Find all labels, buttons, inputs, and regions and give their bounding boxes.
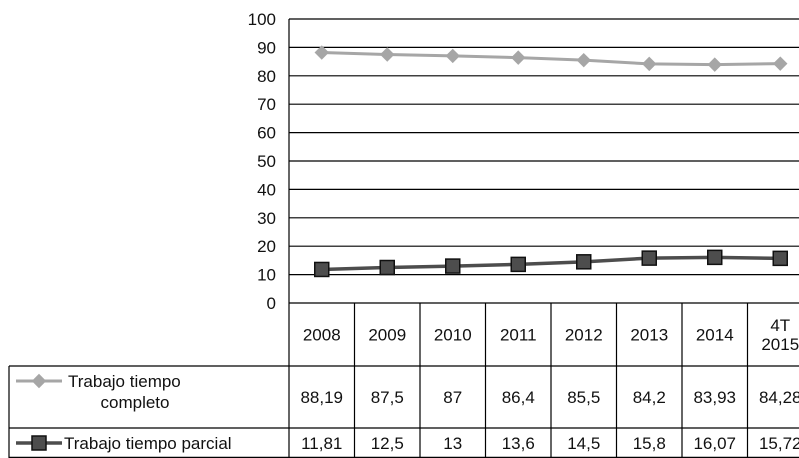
table-cell-value: 86,4	[502, 388, 535, 407]
point-marker	[576, 52, 591, 68]
table-cell-value: 83,93	[693, 388, 736, 407]
table-cell-value: 88,19	[300, 388, 343, 407]
table-cell-value: 87,5	[371, 388, 404, 407]
point-marker	[576, 254, 592, 270]
point-marker	[773, 56, 788, 71]
y-tick-label: 40	[257, 180, 276, 199]
table-cell-value: 15,8	[633, 434, 666, 453]
y-tick-label: 90	[257, 38, 276, 57]
table-cell-value: 15,72	[759, 434, 799, 453]
y-tick-label: 50	[257, 152, 276, 171]
point-marker	[380, 47, 395, 62]
x-tick-label: 2015	[761, 335, 799, 354]
y-tick-label: 20	[257, 237, 276, 256]
y-tick-label: 60	[257, 124, 276, 143]
table-row: Trabajo tiempo completo 88,19 87,5 87 86,4 85,…	[16, 372, 799, 412]
point-marker	[772, 250, 788, 267]
series-2	[314, 249, 788, 278]
table-cell-value: 13	[443, 434, 462, 453]
x-tick-label: 2014	[696, 326, 734, 345]
y-tick-label: 80	[257, 67, 276, 86]
series-lines	[314, 45, 788, 278]
y-tick-label: 10	[257, 266, 276, 285]
table-cell-value: 11,81	[301, 434, 342, 453]
y-axis-tick-labels: 0 10 20 30 40 50 60 70 80 90 100	[248, 10, 276, 313]
point-marker	[510, 256, 526, 273]
series-1	[314, 45, 788, 72]
legend-label: Trabajo tiempo parcial	[64, 434, 232, 453]
point-marker	[31, 373, 47, 389]
point-marker	[445, 48, 460, 64]
x-tick-label: 2012	[565, 326, 603, 345]
table-cell-value: 85,5	[567, 388, 600, 407]
grid-lines	[288, 18, 799, 304]
y-tick-label: 30	[257, 209, 276, 228]
series-line	[321, 255, 781, 272]
legend-label: Trabajo tiempo	[68, 372, 181, 391]
x-tick-label: 2011	[500, 326, 537, 345]
y-tick-label: 70	[257, 95, 276, 114]
table-cell-value: 84,2	[633, 388, 666, 407]
point-marker	[314, 261, 330, 278]
table-cell-value: 14,5	[567, 434, 600, 453]
x-tick-label: 2010	[434, 326, 472, 345]
table-cell-value: 13,6	[502, 434, 535, 453]
series-line	[321, 51, 781, 67]
point-marker	[642, 56, 657, 72]
table-cell-value: 12,5	[371, 434, 404, 453]
point-marker	[707, 249, 723, 266]
point-marker	[379, 259, 395, 276]
table-row: Trabajo tiempo parcial 11,81 12,5 13 13,6 14,…	[16, 434, 799, 453]
table-cell-value: 84,28	[759, 388, 799, 407]
legend-label: completo	[101, 393, 170, 412]
point-marker	[314, 45, 329, 60]
table-cell-value: 87	[443, 388, 462, 407]
y-tick-label: 100	[248, 10, 276, 29]
x-tick-label: 2013	[630, 326, 668, 345]
y-tick-label: 0	[267, 294, 276, 313]
x-tick-label: 4T	[770, 316, 790, 335]
point-marker	[707, 57, 722, 72]
point-marker	[511, 50, 526, 65]
point-marker	[641, 250, 657, 266]
point-marker	[31, 435, 47, 451]
x-tick-label: 2009	[368, 326, 406, 345]
table-cell-value: 16,07	[693, 434, 736, 453]
x-tick-label: 2008	[303, 326, 341, 345]
point-marker	[445, 258, 461, 274]
